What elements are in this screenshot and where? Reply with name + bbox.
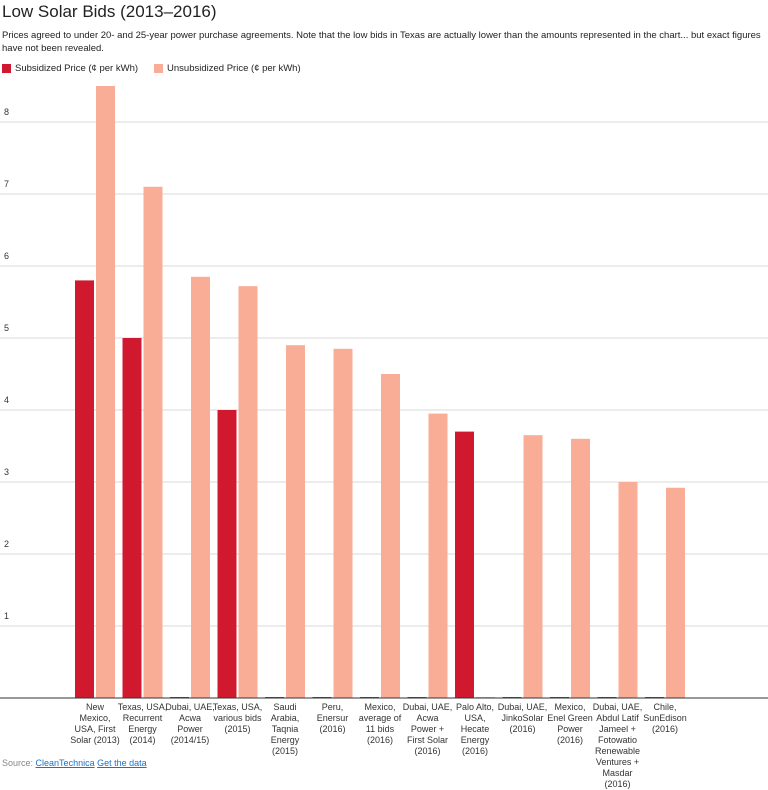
get-data-link[interactable]: Get the data <box>97 758 147 768</box>
legend-swatch-subsidized <box>2 64 11 73</box>
source-link[interactable]: CleanTechnica <box>35 758 95 768</box>
y-tick-label-2: 2 <box>4 539 9 549</box>
y-tick-label-3: 3 <box>4 467 9 477</box>
x-tick-label-5: Peru, Enersur (2016) <box>317 702 349 734</box>
chart-subtitle: Prices agreed to under 20- and 25-year p… <box>2 30 761 54</box>
bar-unsubsidized-9 <box>523 435 543 698</box>
bar-unsubsidized-12 <box>666 487 685 698</box>
legend-item-subsidized: Subsidized Price (¢ per kWh) <box>2 63 138 74</box>
bar-unsubsidized-1 <box>143 186 163 699</box>
x-tick-label-10: Mexico, Enel Green Power (2016) <box>547 702 593 745</box>
footer: Source: CleanTechnica Get the data <box>2 758 147 768</box>
bar-subsidized-0 <box>75 280 94 698</box>
legend-item-unsubsidized: Unsubsidized Price (¢ per kWh) <box>154 63 301 74</box>
bar-unsubsidized-2 <box>191 276 210 698</box>
bar-subsidized-8 <box>455 431 474 698</box>
x-tick-label-4: Saudi Arabia, Taqnia Energy (2015) <box>271 702 300 756</box>
bar-unsubsidized-0 <box>96 86 115 698</box>
x-tick-label-11: Dubai, UAE, Abdul Latif Jameel + Fotowatio R… <box>593 702 643 789</box>
y-tick-label-6: 6 <box>4 251 9 261</box>
bar-unsubsidized-11 <box>618 482 638 698</box>
x-tick-label-8: Palo Alto, USA, Hecate Energy (2016) <box>456 702 494 756</box>
legend: Subsidized Price (¢ per kWh) Unsubsidize… <box>2 63 317 74</box>
x-tick-label-1: Texas, USA, Recurrent Energy (2014) <box>118 702 168 745</box>
x-tick-label-0: New Mexico, USA, First Solar (2013) <box>70 702 120 745</box>
x-tick-label-12: Chile, SunEdison (2016) <box>643 702 687 734</box>
y-tick-label-7: 7 <box>4 179 9 189</box>
y-tick-label-8: 8 <box>4 107 9 117</box>
y-tick-label-4: 4 <box>4 395 9 405</box>
bar-unsubsidized-10 <box>571 438 590 698</box>
bar-unsubsidized-4 <box>286 345 305 698</box>
x-tick-label-3: Texas, USA, various bids (2015) <box>213 702 263 734</box>
bar-unsubsidized-6 <box>381 374 400 698</box>
bar-unsubsidized-3 <box>238 286 258 698</box>
x-tick-label-7: Dubai, UAE, Acwa Power + First Solar (2016) <box>403 702 453 756</box>
legend-label-unsubsidized: Unsubsidized Price (¢ per kWh) <box>167 63 301 74</box>
legend-swatch-unsubsidized <box>154 64 164 73</box>
chart-title: Low Solar Bids (2013–2016) <box>2 2 217 21</box>
bar-unsubsidized-5 <box>333 348 353 698</box>
legend-label-subsidized: Subsidized Price (¢ per kWh) <box>15 63 139 74</box>
bar-subsidized-3 <box>217 410 237 698</box>
bar-unsubsidized-7 <box>428 413 448 698</box>
x-tick-label-2: Dubai, UAE, Acwa Power (2014/15) <box>165 702 215 745</box>
x-tick-label-9: Dubai, UAE, JinkoSolar (2016) <box>498 702 548 734</box>
source-label: Source: <box>2 758 34 768</box>
bar-subsidized-1 <box>122 338 142 698</box>
y-tick-label-1: 1 <box>4 611 9 621</box>
x-tick-label-6: Mexico, average of 11 bids (2016) <box>359 702 402 745</box>
y-tick-label-5: 5 <box>4 323 9 333</box>
